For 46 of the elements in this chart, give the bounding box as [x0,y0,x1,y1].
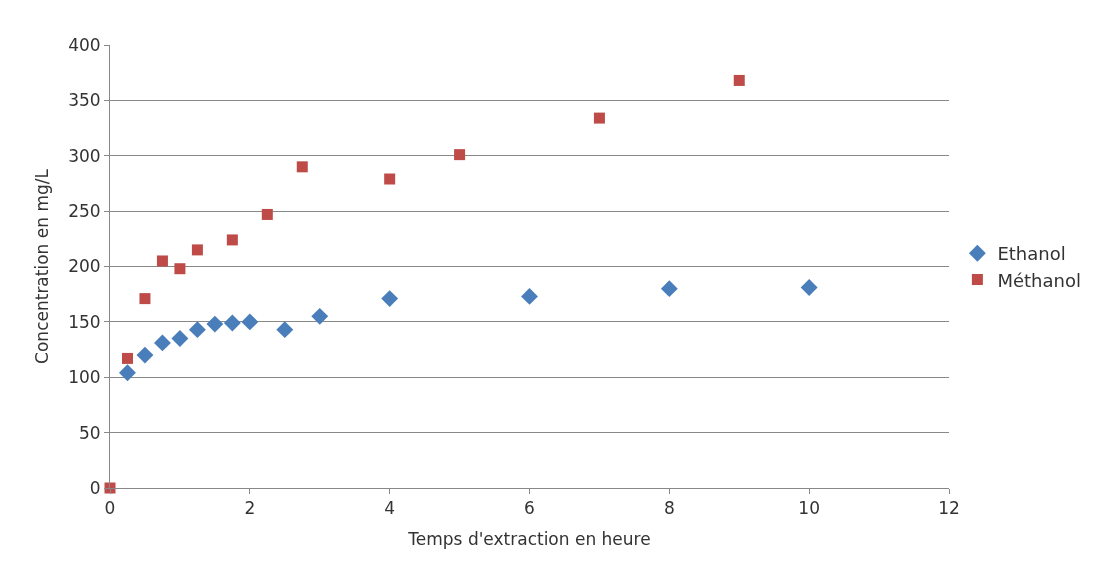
y-tick-label: 100 [68,367,101,388]
y-tick-label: 200 [68,256,101,277]
y-axis-title: Concentration en mg/L [31,168,52,364]
point [660,280,678,298]
point [121,352,133,364]
x-axis-title: Temps d'extraction en heure [407,528,651,549]
y-tick-label: 400 [68,34,101,55]
point [261,208,273,220]
point [191,244,203,256]
point [174,263,186,275]
x-tick-label: 2 [244,498,256,519]
y-tick-label: 350 [68,90,101,111]
legend-label: Ethanol [997,243,1066,265]
point [136,346,154,364]
point [226,234,238,246]
point [733,74,745,86]
point [454,149,466,161]
point [296,161,308,173]
y-tick-label: 50 [78,422,101,443]
point [276,321,294,339]
point [188,321,206,339]
point [311,307,329,325]
point [241,313,259,331]
x-tick-label: 8 [663,498,675,519]
point [223,314,241,332]
point [593,112,605,124]
y-tick-label: 150 [68,311,101,332]
point [521,287,538,305]
y-tick-label: 300 [68,145,101,166]
x-tick-label: 12 [938,498,960,519]
point [119,364,136,382]
point [206,315,224,333]
point [800,279,818,296]
point [171,330,189,347]
y-tick-label: 250 [68,201,101,222]
x-tick-label: 6 [524,498,535,519]
x-tick-label: 4 [384,498,396,519]
point [381,290,399,308]
point [156,255,168,267]
x-tick-label: 0 [104,498,116,519]
point [384,173,396,185]
point [153,334,171,352]
legend-label: Méthanol [997,269,1081,291]
point [139,293,151,305]
x-tick-label: 10 [798,498,820,519]
y-tick-label: 0 [89,477,101,498]
